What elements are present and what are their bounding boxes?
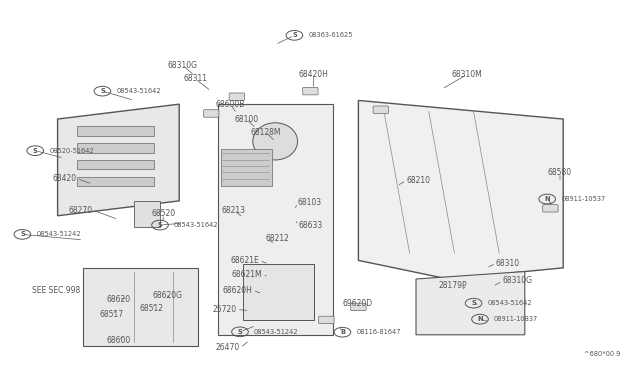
Text: 68620H: 68620H (223, 286, 253, 295)
Text: 68210: 68210 (406, 176, 430, 185)
Text: 68620: 68620 (106, 295, 131, 304)
Text: S: S (157, 222, 163, 228)
Text: 68212: 68212 (266, 234, 289, 243)
FancyBboxPatch shape (543, 205, 558, 212)
Text: 68310G: 68310G (168, 61, 197, 70)
Text: N: N (477, 316, 483, 322)
Text: 68633: 68633 (299, 221, 323, 230)
Text: 69620D: 69620D (342, 299, 372, 308)
Text: 68420H: 68420H (299, 70, 328, 79)
Text: 08543-51642: 08543-51642 (488, 300, 532, 306)
FancyBboxPatch shape (373, 106, 388, 113)
Text: 08543-51242: 08543-51242 (36, 231, 81, 237)
FancyBboxPatch shape (77, 143, 154, 153)
Text: 68600B: 68600B (216, 100, 245, 109)
Text: 08543-51642: 08543-51642 (174, 222, 219, 228)
Polygon shape (358, 100, 563, 279)
FancyBboxPatch shape (351, 303, 366, 311)
Text: B: B (340, 329, 345, 335)
Text: 68520: 68520 (151, 209, 175, 218)
Text: 68621E: 68621E (230, 256, 259, 265)
Text: 68580: 68580 (548, 169, 572, 177)
Text: 68600: 68600 (106, 336, 131, 345)
FancyBboxPatch shape (319, 316, 334, 324)
Text: S: S (100, 88, 105, 94)
Text: 08520-51642: 08520-51642 (49, 148, 94, 154)
Text: 68620G: 68620G (153, 291, 182, 300)
Text: S: S (471, 300, 476, 306)
Text: 68310: 68310 (496, 259, 520, 268)
FancyBboxPatch shape (229, 93, 244, 100)
FancyBboxPatch shape (243, 264, 314, 320)
Text: 68311: 68311 (183, 74, 207, 83)
Polygon shape (416, 272, 525, 335)
Text: 68420: 68420 (52, 174, 77, 183)
FancyBboxPatch shape (77, 177, 154, 186)
Text: 08911-10837: 08911-10837 (494, 316, 538, 322)
Text: S: S (292, 32, 297, 38)
Text: 25720: 25720 (212, 305, 237, 314)
FancyBboxPatch shape (77, 160, 154, 169)
Text: 08543-51642: 08543-51642 (116, 88, 161, 94)
FancyBboxPatch shape (221, 149, 272, 186)
Text: 08363-61625: 08363-61625 (308, 32, 353, 38)
Text: S: S (20, 231, 25, 237)
FancyBboxPatch shape (77, 126, 154, 136)
Text: 26470: 26470 (216, 343, 240, 352)
Polygon shape (83, 268, 198, 346)
Text: 68310M: 68310M (452, 70, 483, 79)
Text: S: S (237, 329, 243, 335)
Text: ^680*00 9: ^680*00 9 (584, 351, 621, 357)
Text: 68621M: 68621M (232, 270, 262, 279)
Text: 68310G: 68310G (502, 276, 532, 285)
Text: 68100: 68100 (234, 115, 259, 124)
FancyBboxPatch shape (134, 201, 160, 227)
Text: 68103: 68103 (298, 198, 322, 207)
Ellipse shape (253, 123, 298, 160)
Text: N: N (545, 196, 550, 202)
Text: 68517: 68517 (100, 310, 124, 319)
Text: 68128M: 68128M (250, 128, 281, 137)
Polygon shape (218, 104, 333, 335)
Text: 08116-81647: 08116-81647 (356, 329, 401, 335)
Text: 28179P: 28179P (438, 281, 467, 290)
Text: S: S (33, 148, 38, 154)
FancyBboxPatch shape (204, 110, 219, 117)
Text: 68270: 68270 (68, 206, 93, 215)
Text: 68213: 68213 (221, 206, 246, 215)
Text: 68512: 68512 (139, 304, 163, 312)
Polygon shape (58, 104, 179, 216)
Text: 08543-51242: 08543-51242 (254, 329, 299, 335)
Text: SEE SEC.998: SEE SEC.998 (32, 286, 80, 295)
FancyBboxPatch shape (303, 87, 318, 95)
Text: 08911-10537: 08911-10537 (561, 196, 605, 202)
